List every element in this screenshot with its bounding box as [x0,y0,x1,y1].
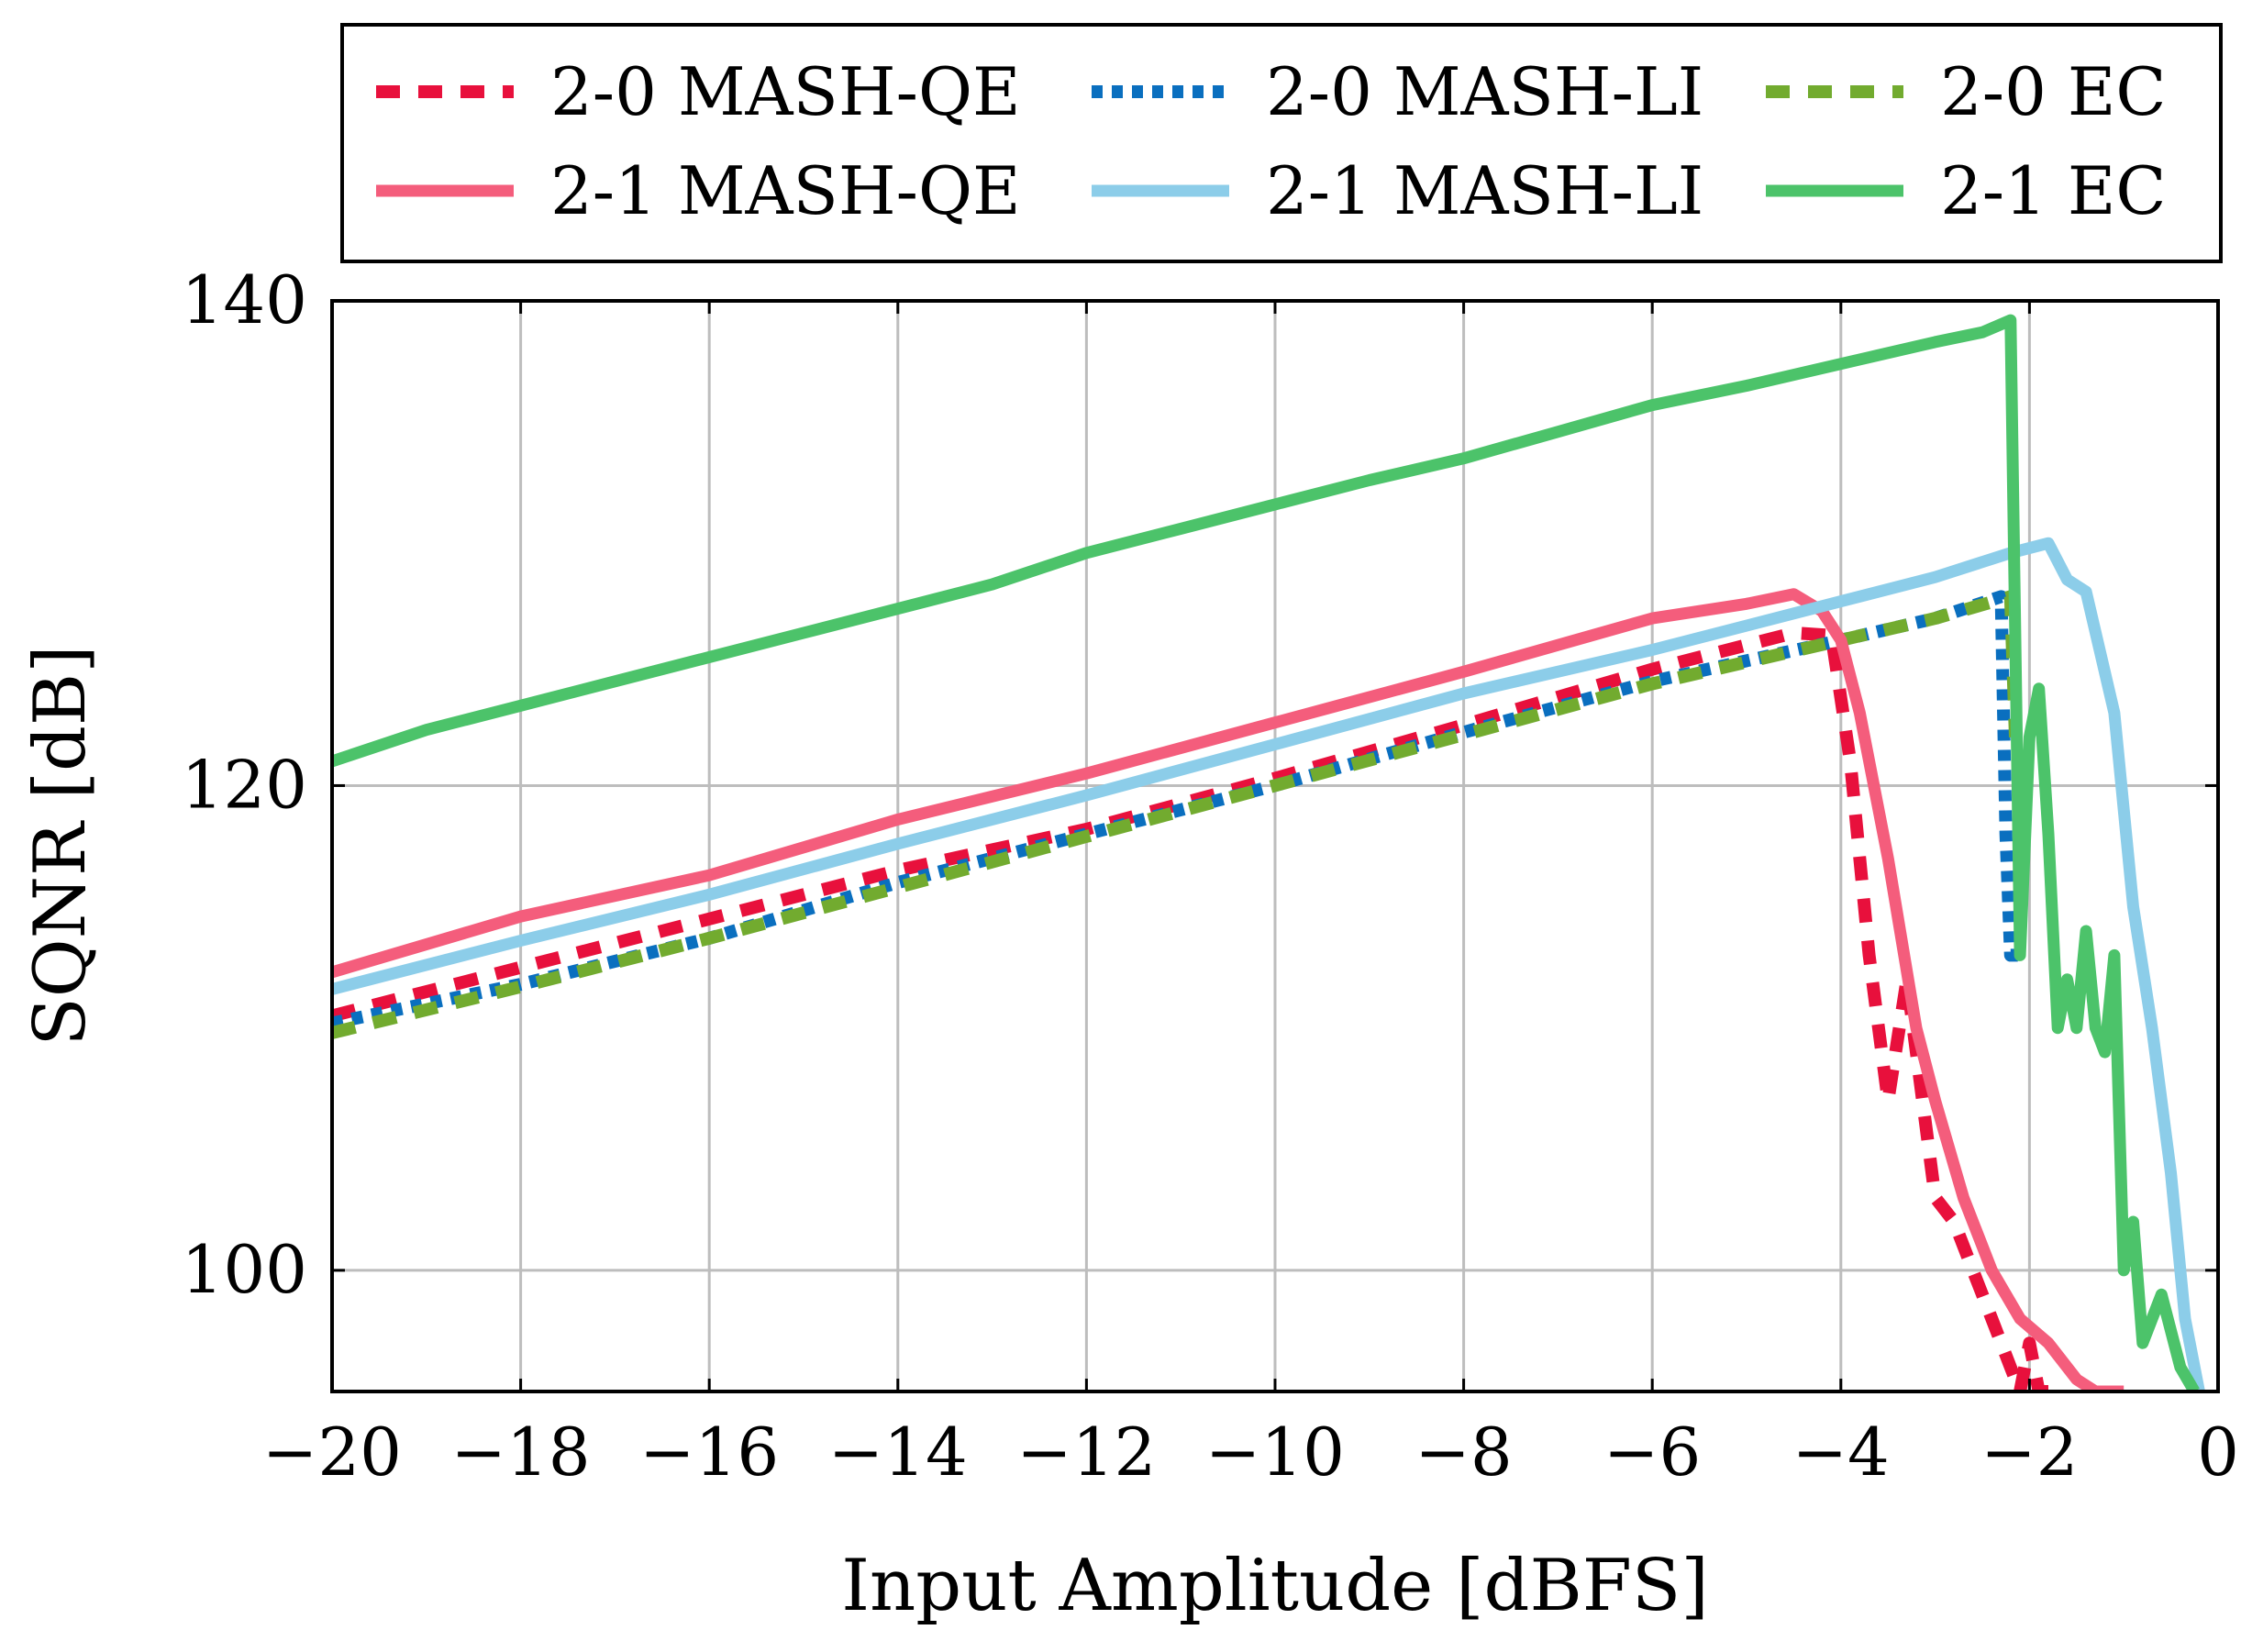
x-tick-label: −18 [451,1414,591,1491]
series-line-2-0-ec [332,590,2022,1039]
grid [332,301,2218,1391]
x-axis-title: Input Amplitude [dBFS] [841,1545,1709,1627]
series-line-2-0-mash-li [332,590,2021,1030]
y-tick-label: 100 [182,1231,307,1308]
x-tick-label: −2 [1980,1414,2078,1491]
legend-label: 2-1 EC [1940,152,2166,229]
legend-label: 2-0 MASH-LI [1266,53,1703,130]
legend-label: 2-1 MASH-LI [1266,152,1703,229]
legend: 2-0 MASH-QE 2-0 MASH-LI 2-0 EC 2-1 MASH-QE 2… [340,23,2223,263]
x-tick-label: −20 [262,1414,402,1491]
series-layer [332,314,2205,1391]
legend-label: 2-0 MASH-QE [550,53,1021,130]
legend-frame [340,23,2223,263]
y-tick-label: 140 [182,261,307,338]
legend-label: 2-0 EC [1940,53,2166,130]
x-tick-label: −8 [1415,1414,1513,1491]
series-line-2-1-mash-qe [332,588,2125,1391]
x-tick-label: −10 [1205,1414,1345,1491]
x-tick-label: −12 [1016,1414,1156,1491]
y-axis-title: SQNR [dB] [19,645,102,1046]
series-line-2-1-ec [332,314,2200,1391]
legend-label: 2-1 MASH-QE [550,152,1021,229]
y-tick-label: 120 [182,746,307,823]
x-tick-label: −14 [828,1414,968,1491]
x-tick-label: −4 [1792,1414,1890,1491]
series-line-2-1-mash-li [332,537,2205,1391]
series-line-2-0-mash-qe [332,626,2048,1391]
x-tick-label: −16 [639,1414,779,1491]
x-tick-label: −6 [1603,1414,1701,1491]
x-tick-label: 0 [2197,1414,2239,1491]
